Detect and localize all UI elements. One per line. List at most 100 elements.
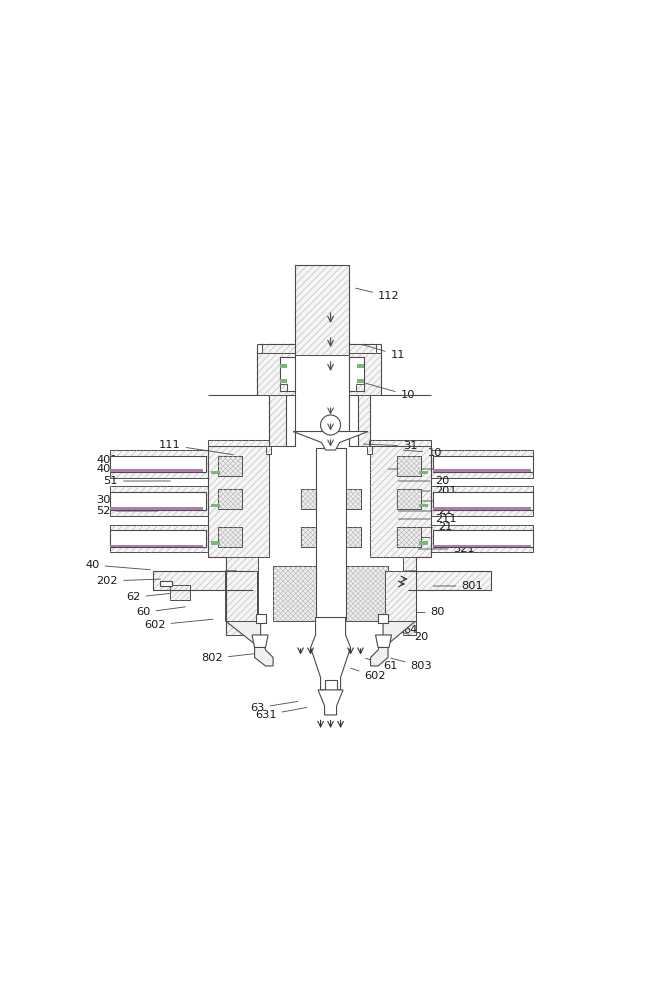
Polygon shape: [293, 432, 368, 450]
Bar: [110, 486, 208, 516]
Text: 211: 211: [399, 514, 457, 524]
Bar: [110, 507, 203, 510]
Bar: [110, 530, 206, 547]
Bar: [110, 469, 203, 472]
Bar: [333, 489, 361, 509]
Text: 20: 20: [399, 476, 450, 486]
Bar: [110, 545, 203, 547]
Bar: [268, 395, 295, 446]
Bar: [262, 344, 295, 353]
Bar: [433, 456, 533, 472]
Bar: [273, 566, 315, 621]
Text: 602: 602: [144, 619, 213, 630]
Bar: [257, 353, 295, 395]
Polygon shape: [311, 617, 351, 690]
Text: 60: 60: [136, 607, 185, 617]
Circle shape: [321, 415, 341, 435]
Bar: [279, 379, 286, 383]
Bar: [218, 527, 242, 547]
Text: 11: 11: [363, 345, 405, 360]
Text: 51: 51: [104, 476, 170, 486]
Text: 63: 63: [250, 701, 298, 713]
Polygon shape: [226, 571, 273, 666]
Text: 631: 631: [255, 707, 307, 720]
Bar: [301, 527, 328, 547]
Polygon shape: [252, 635, 268, 647]
Bar: [226, 571, 257, 621]
Bar: [370, 446, 431, 557]
Bar: [431, 525, 533, 552]
Bar: [333, 527, 361, 547]
Bar: [286, 395, 295, 446]
Bar: [279, 357, 295, 391]
Bar: [433, 507, 530, 510]
Bar: [408, 571, 490, 590]
Bar: [110, 525, 208, 552]
Bar: [403, 557, 415, 635]
Bar: [301, 489, 328, 509]
Text: 511: 511: [399, 496, 460, 506]
Text: 20: 20: [391, 630, 429, 642]
Bar: [433, 469, 530, 472]
Bar: [218, 489, 242, 509]
Bar: [110, 450, 208, 478]
Bar: [159, 581, 172, 586]
Text: 521: 521: [419, 544, 475, 554]
Bar: [419, 471, 428, 474]
Bar: [210, 504, 219, 507]
Text: 31: 31: [363, 441, 417, 451]
Bar: [431, 486, 533, 516]
Bar: [153, 571, 253, 590]
Bar: [419, 504, 428, 507]
Bar: [357, 364, 364, 368]
Bar: [348, 353, 381, 395]
Text: 64: 64: [378, 622, 417, 635]
Text: 61: 61: [366, 658, 397, 671]
Polygon shape: [208, 441, 268, 446]
Bar: [279, 384, 287, 391]
Text: 80: 80: [406, 607, 445, 617]
Text: 201: 201: [399, 486, 457, 496]
Bar: [348, 344, 375, 353]
Text: 21: 21: [399, 522, 452, 532]
Bar: [384, 571, 415, 621]
Bar: [208, 446, 268, 557]
Bar: [346, 566, 388, 621]
Bar: [356, 384, 364, 391]
Bar: [397, 456, 421, 476]
Bar: [370, 440, 431, 446]
Text: 602: 602: [351, 668, 386, 681]
Text: 402: 402: [97, 464, 175, 474]
Polygon shape: [375, 635, 392, 647]
Bar: [378, 614, 388, 623]
Bar: [210, 541, 219, 545]
Bar: [295, 265, 348, 355]
Bar: [279, 364, 286, 368]
Bar: [397, 527, 421, 547]
Bar: [357, 379, 364, 383]
Bar: [226, 557, 258, 635]
Bar: [433, 492, 533, 510]
Text: 32: 32: [388, 464, 455, 474]
Text: 202: 202: [97, 576, 161, 586]
Text: 112: 112: [356, 288, 400, 301]
Bar: [110, 456, 206, 472]
Bar: [170, 585, 190, 600]
Bar: [208, 440, 268, 446]
Text: 10: 10: [366, 383, 415, 400]
Polygon shape: [370, 441, 431, 446]
Text: 401: 401: [97, 455, 175, 465]
Text: 21: 21: [399, 506, 452, 516]
Bar: [255, 614, 266, 623]
Bar: [348, 357, 364, 391]
Text: 801: 801: [433, 581, 483, 591]
Text: 40: 40: [85, 560, 150, 570]
Bar: [266, 446, 271, 454]
Polygon shape: [370, 571, 415, 666]
Bar: [397, 489, 421, 509]
Text: 10: 10: [399, 532, 450, 542]
Text: 10: 10: [403, 448, 442, 458]
Bar: [431, 450, 533, 478]
Bar: [367, 446, 372, 454]
Text: 62: 62: [126, 592, 175, 602]
